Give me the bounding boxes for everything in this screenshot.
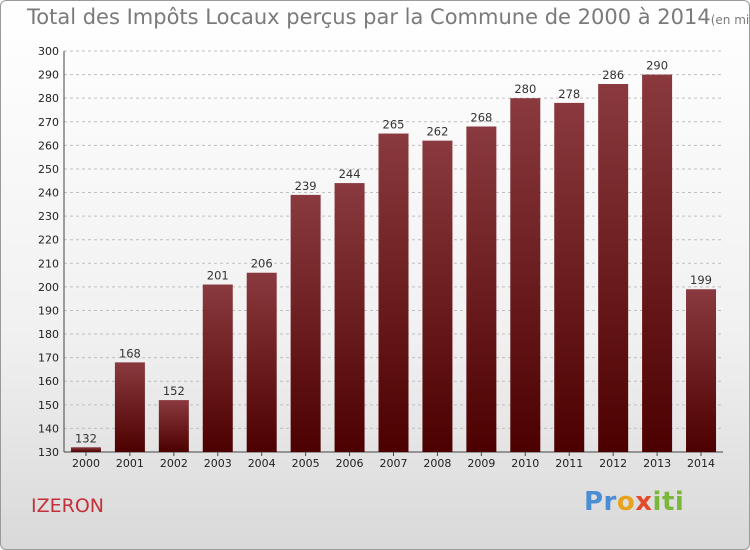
bar [70,447,101,452]
bar [114,362,145,452]
bar-value-label: 199 [690,273,712,287]
bar-value-label: 239 [295,179,317,193]
bar [598,84,629,452]
bar-value-label: 278 [558,87,580,101]
bar [466,126,497,452]
x-tick-label: 2004 [248,457,276,470]
y-tick-label: 130 [38,446,59,459]
x-tick-label: 2012 [599,457,627,470]
bar [510,98,541,453]
bar [246,272,277,452]
x-tick-label: 2003 [204,457,232,470]
y-tick-label: 170 [38,352,59,365]
bar-value-label: 168 [119,346,141,360]
x-tick-label: 2002 [160,457,188,470]
bar-value-label: 265 [383,118,405,132]
bar [642,74,673,453]
y-tick-label: 140 [38,422,59,435]
y-tick-label: 290 [38,69,59,82]
bar-value-label: 262 [426,125,448,139]
bar [378,133,409,452]
x-tick-label: 2008 [423,457,451,470]
y-tick-label: 150 [38,399,59,412]
y-tick-label: 280 [38,92,59,105]
y-tick-label: 160 [38,375,59,388]
bar-value-label: 206 [251,257,273,271]
y-tick-label: 270 [38,116,59,129]
bar [290,194,321,452]
x-tick-label: 2014 [687,457,715,470]
logo-part-3: x [635,487,653,517]
bar-value-label: 132 [75,431,97,445]
bar [202,284,233,452]
bar-value-label: 244 [339,167,361,181]
bar [334,183,365,452]
y-tick-label: 200 [38,281,59,294]
y-tick-label: 230 [38,210,59,223]
x-tick-label: 2011 [555,457,583,470]
x-tick-label: 2007 [380,457,408,470]
y-tick-label: 240 [38,187,59,200]
x-tick-label: 2013 [643,457,671,470]
chart-title: Total des Impôts Locaux perçus par la Co… [27,5,750,29]
proxiti-logo[interactable]: Proxiti [584,487,684,517]
commune-name: IZERON [31,495,104,517]
x-tick-label: 2000 [72,457,100,470]
x-tick-label: 2001 [116,457,144,470]
y-tick-label: 190 [38,304,59,317]
bar-value-label: 152 [163,384,185,398]
y-tick-label: 260 [38,139,59,152]
bar [158,400,189,452]
x-tick-label: 2009 [467,457,495,470]
logo-part-4: iti [652,487,685,517]
y-tick-label: 210 [38,257,59,270]
x-tick-label: 2010 [511,457,539,470]
y-tick-label: 180 [38,328,59,341]
bar-value-label: 268 [470,110,492,124]
bar [686,289,717,452]
x-tick-label: 2006 [336,457,364,470]
logo-part-1: Pr [584,487,617,517]
bar [554,102,585,453]
x-tick-label: 2005 [292,457,320,470]
y-tick-label: 220 [38,234,59,247]
bar-value-label: 290 [646,59,668,73]
y-tick-label: 250 [38,163,59,176]
chart-title-text: Total des Impôts Locaux perçus par la Co… [27,5,711,29]
bar-value-label: 201 [207,269,229,283]
logo-part-2: o [616,487,636,517]
y-tick-label: 300 [38,45,59,58]
bar-value-label: 280 [514,82,536,96]
chart-unit: (en milliers d'€) [710,13,750,27]
bar-value-label: 286 [602,68,624,82]
bar [422,140,453,452]
